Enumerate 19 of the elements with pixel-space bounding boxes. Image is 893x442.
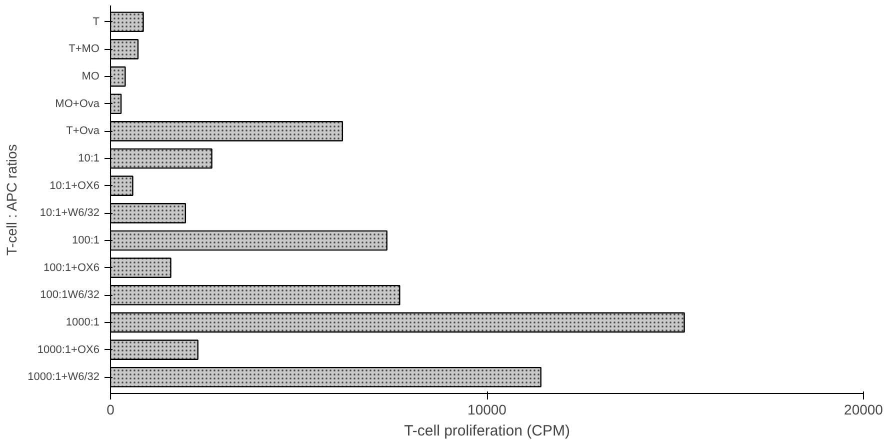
y-tick-label: MO+Ova (55, 98, 100, 110)
y-tick-label: 1000:1+OX6 (37, 344, 100, 356)
y-tick-label: MO (82, 70, 100, 83)
y-tick-label: 10:1 (78, 152, 100, 165)
y-tick-label: 10:1+OX6 (50, 180, 100, 192)
y-tick-label: T+MO (68, 43, 100, 56)
y-tick-label: T (92, 16, 100, 28)
y-tick-label: 100:1W6/32 (40, 289, 100, 302)
y-tick-label: T+Ova (66, 125, 100, 138)
x-tick-label: 0 (106, 402, 115, 418)
x-axis-title: T-cell proliferation (CPM) (404, 422, 570, 440)
y-tick-label: 100:1+OX6 (44, 262, 100, 274)
y-tick-label: 1000:1 (66, 316, 100, 328)
y-tick-label: 10:1+W6/32 (40, 207, 100, 220)
x-tick-label: 10000 (468, 402, 507, 418)
x-tick-label: 20000 (844, 402, 884, 418)
y-tick-label: 1000:1+W6/32 (28, 371, 100, 384)
y-tick-label: 100:1 (72, 234, 100, 246)
y-axis-title: T-cell : APC ratios (4, 144, 20, 256)
